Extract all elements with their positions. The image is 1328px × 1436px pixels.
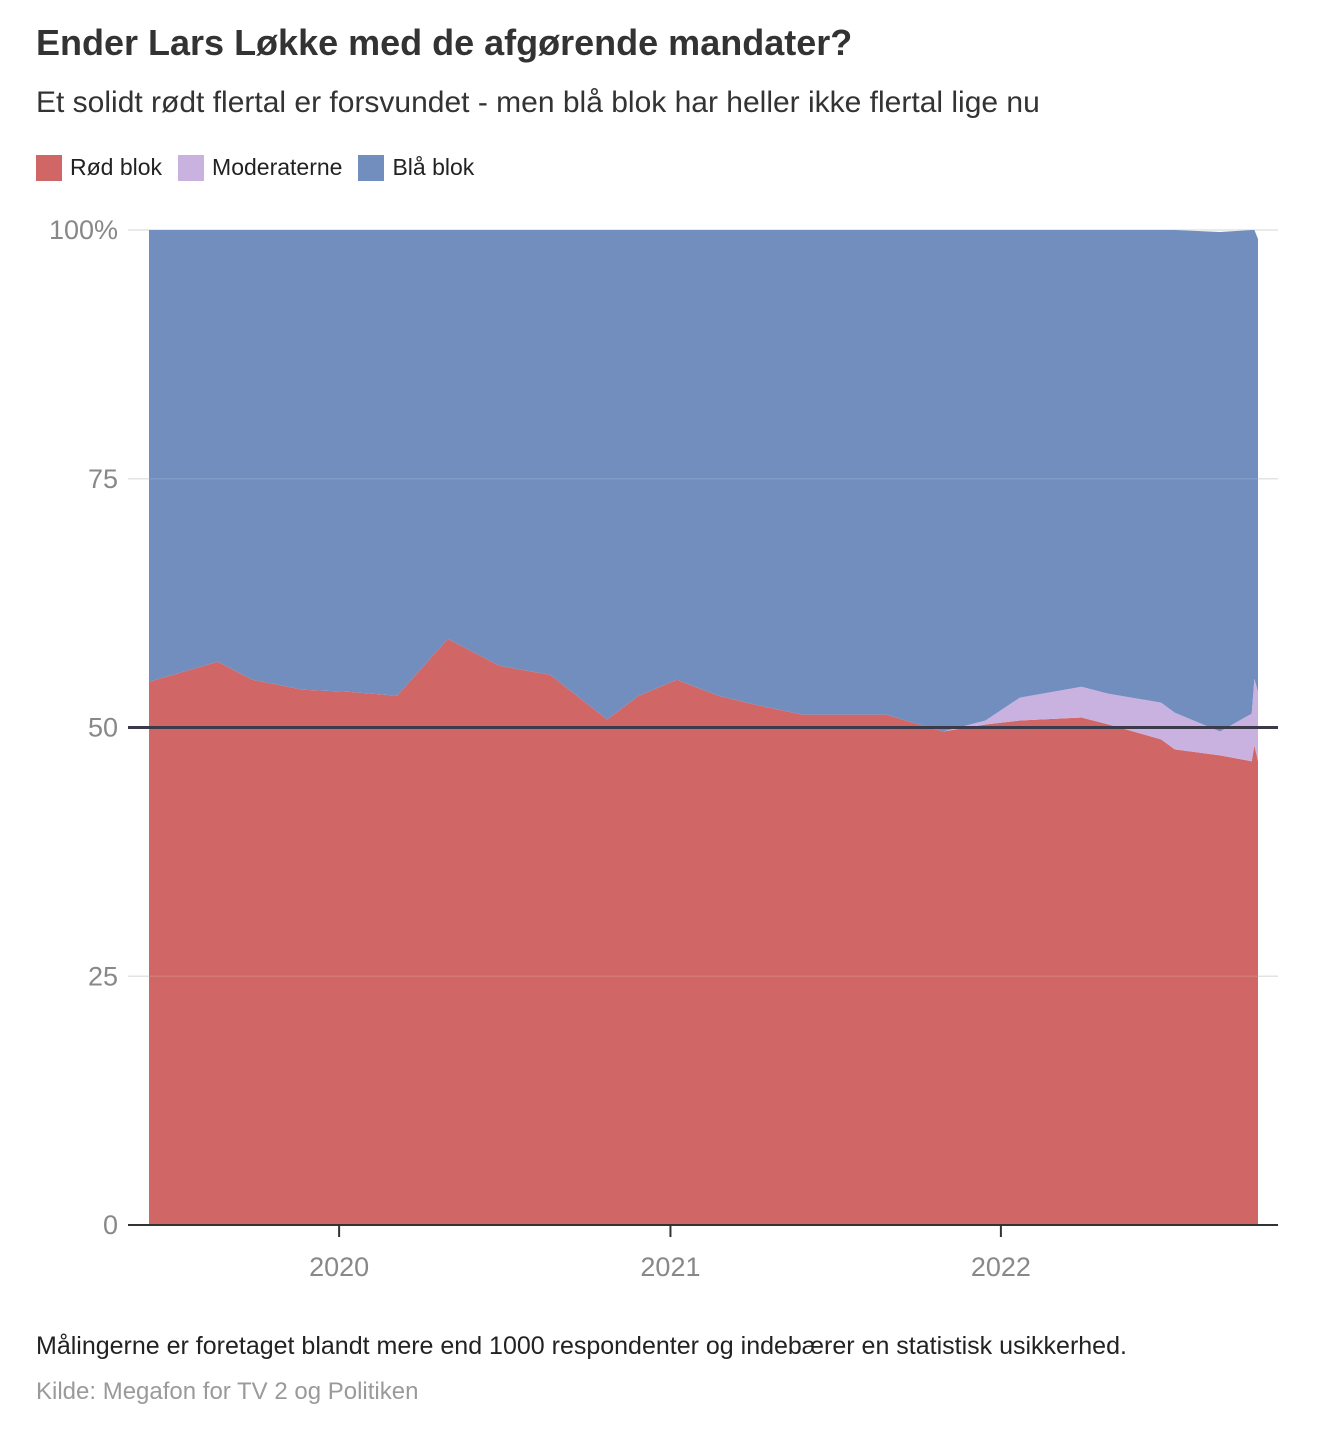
axes: 0 25 50 75 100% 2020 2021 2022 bbox=[49, 215, 1278, 1282]
legend-item-roed-blok: Rød blok bbox=[36, 154, 162, 181]
x-tick-label-2022: 2022 bbox=[971, 1252, 1031, 1282]
chart-note: Målingerne er foretaget blandt mere end … bbox=[36, 1332, 1127, 1360]
legend-swatch-moderaterne bbox=[178, 154, 205, 181]
y-tick-label-50: 50 bbox=[88, 713, 118, 743]
x-tick-label-2021: 2021 bbox=[640, 1252, 700, 1282]
legend-item-blaa-blok: Blå blok bbox=[358, 154, 474, 181]
y-tick-label-25: 25 bbox=[88, 961, 118, 991]
chart-title: Ender Lars Løkke med de afgørende mandat… bbox=[36, 22, 853, 63]
x-tick-label-2020: 2020 bbox=[309, 1252, 369, 1282]
chart-areas bbox=[149, 230, 1258, 1225]
legend-swatch-blaa-blok bbox=[358, 154, 385, 181]
chart-source: Kilde: Megafon for TV 2 og Politiken bbox=[36, 1378, 419, 1405]
legend-swatch-roed-blok bbox=[36, 154, 62, 181]
area-chart: 0 25 50 75 100% 2020 2021 2022 bbox=[49, 215, 1278, 1282]
legend-label-roed-blok: Rød blok bbox=[70, 154, 163, 180]
legend-label-moderaterne: Moderaterne bbox=[212, 154, 343, 180]
y-tick-label-0: 0 bbox=[103, 1210, 118, 1240]
legend-label-blaa-blok: Blå blok bbox=[392, 154, 475, 180]
legend-item-moderaterne: Moderaterne bbox=[178, 154, 342, 181]
chart-subtitle: Et solidt rødt flertal er forsvundet - m… bbox=[36, 86, 1040, 119]
area-series-moderaterne bbox=[149, 638, 1258, 762]
legend: Rød blok Moderaterne Blå blok bbox=[36, 154, 474, 181]
y-tick-label-100: 100% bbox=[49, 215, 118, 245]
area-series-blaa-blok bbox=[149, 230, 1258, 732]
y-tick-label-75: 75 bbox=[88, 464, 118, 494]
area-series-roed-blok bbox=[149, 638, 1258, 1225]
